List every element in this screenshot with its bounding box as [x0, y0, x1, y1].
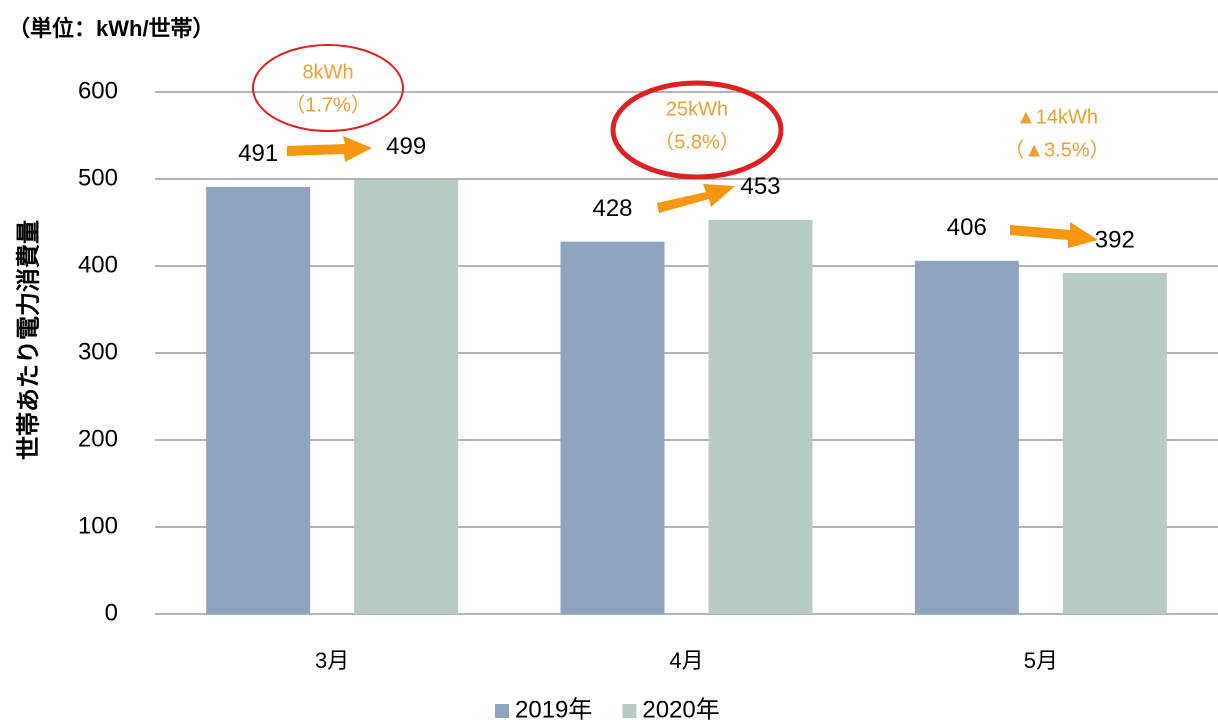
annotation: （5.8%） — [654, 130, 740, 153]
annotation: 25kWh — [666, 98, 728, 120]
legend-label: 2020年 — [642, 696, 719, 722]
bar — [206, 186, 311, 614]
arrow — [657, 184, 735, 213]
y-tick-label: 0 — [105, 599, 118, 626]
unit-label: （単位：kWh/世帯） — [8, 16, 215, 41]
highlight-circle — [252, 44, 404, 132]
value-label: 491 — [238, 140, 278, 167]
y-tick-label: 200 — [78, 425, 118, 452]
value-label: 392 — [1095, 226, 1135, 253]
x-tick-label: 3月 — [315, 648, 349, 673]
annotation: （1.7%） — [285, 93, 371, 116]
highlight-circle — [610, 80, 784, 180]
legend-swatch — [622, 704, 637, 718]
y-tick-label: 100 — [78, 512, 118, 539]
annotation: 8kWh — [302, 61, 353, 83]
x-tick-label: 4月 — [669, 648, 703, 673]
bar — [560, 241, 665, 614]
y-tick-label: 300 — [78, 338, 118, 365]
y-tick-label: 600 — [78, 77, 118, 104]
bar — [354, 179, 459, 614]
value-label: 406 — [947, 214, 987, 241]
legend-label: 2019年 — [515, 696, 592, 722]
x-tick-label: 5月 — [1024, 648, 1058, 673]
y-tick-label: 400 — [78, 251, 118, 278]
y-tick-label: 500 — [78, 164, 118, 191]
y-axis-label: 世帯あたり電力消費量 — [15, 220, 42, 460]
value-label: 428 — [592, 195, 632, 222]
arrow — [287, 136, 372, 162]
bar — [914, 260, 1019, 614]
value-label: 499 — [386, 133, 426, 160]
annotation: （▲3.5%） — [1004, 138, 1109, 161]
bar — [1062, 272, 1167, 614]
legend-swatch — [495, 704, 509, 718]
arrow — [1010, 222, 1098, 248]
value-label: 453 — [740, 173, 780, 200]
bar — [708, 219, 813, 614]
annotation: ▲14kWh — [1016, 106, 1098, 128]
